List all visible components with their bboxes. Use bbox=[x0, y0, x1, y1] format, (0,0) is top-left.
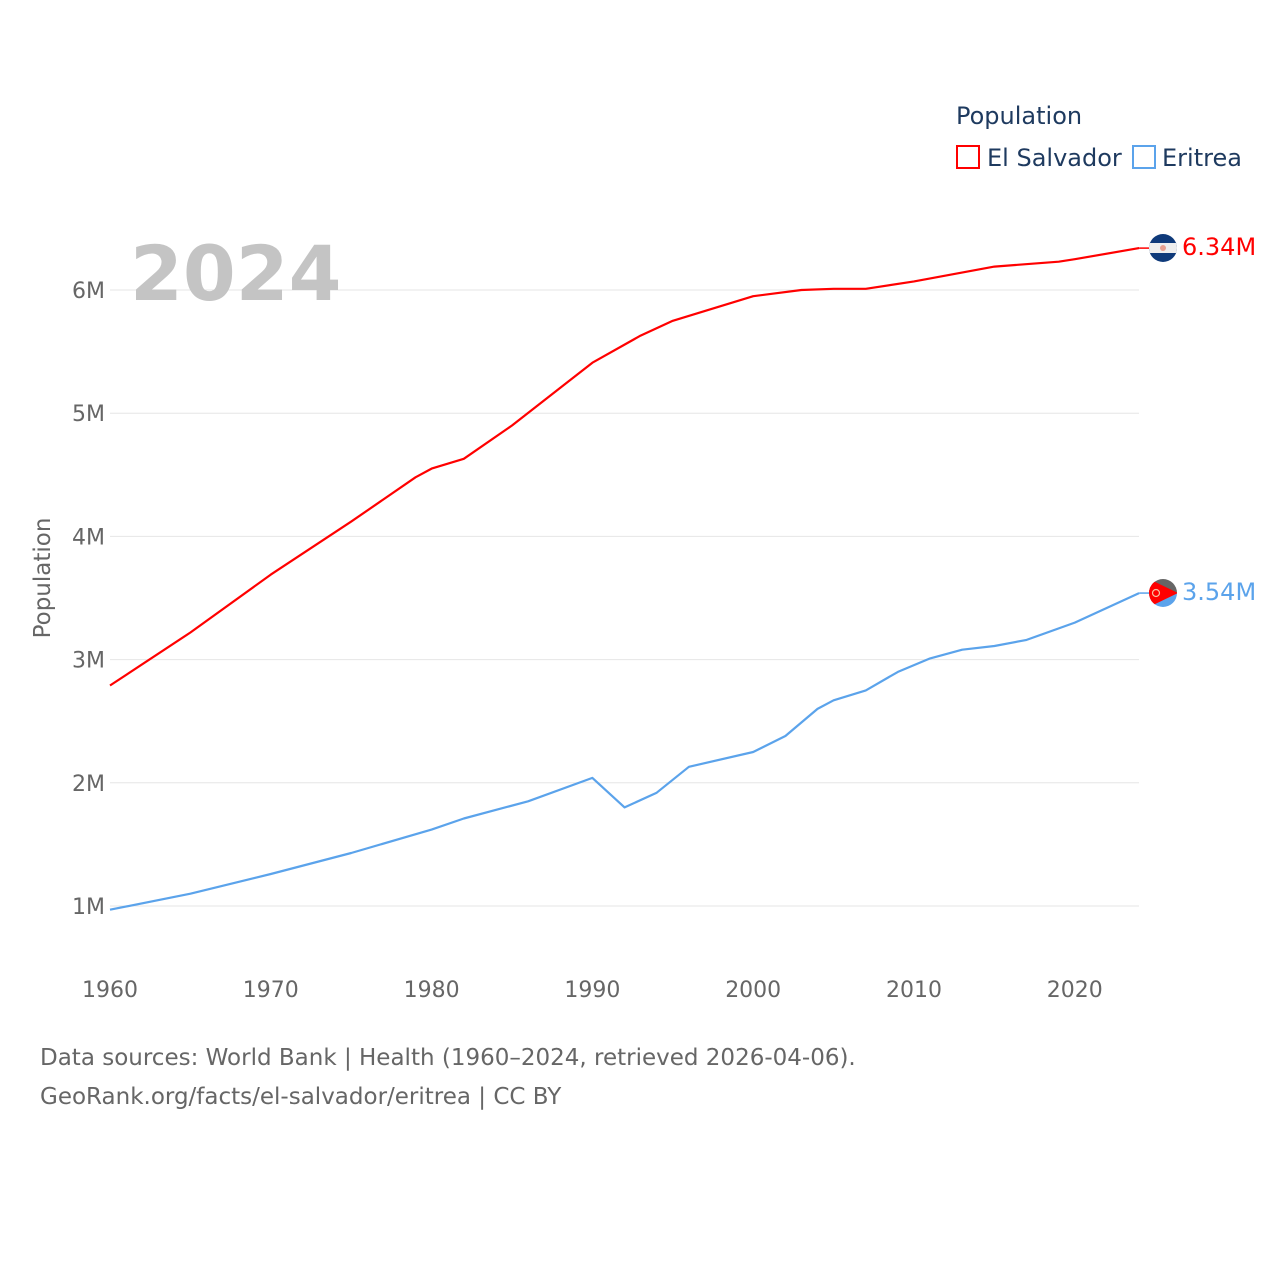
y-tick-label: 5M bbox=[72, 402, 105, 427]
x-tick-label: 2010 bbox=[886, 978, 942, 1003]
legend: Population El Salvador Eritrea bbox=[956, 102, 1242, 172]
y-tick-label: 6M bbox=[72, 279, 105, 304]
end-label-eritrea: 3.54M bbox=[1182, 578, 1256, 606]
end-label-el-salvador: 6.34M bbox=[1182, 233, 1256, 261]
flag-eritrea-icon bbox=[1149, 579, 1177, 607]
legend-label-eritrea[interactable]: Eritrea bbox=[1162, 144, 1242, 172]
x-tick-label: 2000 bbox=[725, 978, 781, 1003]
y-tick-label: 4M bbox=[72, 525, 105, 550]
legend-swatch-eritrea bbox=[1132, 145, 1156, 169]
footer-link[interactable]: GeoRank.org/facts/el-salvador/eritrea | … bbox=[40, 1084, 562, 1110]
x-axis-ticks: 1960 1970 1980 1990 2000 2010 2020 bbox=[82, 978, 1103, 1003]
y-tick-label: 3M bbox=[72, 649, 105, 674]
y-tick-label: 1M bbox=[72, 895, 105, 920]
gridlines bbox=[110, 289, 1139, 907]
flag-el-salvador-icon bbox=[1149, 234, 1177, 262]
footer-sources: Data sources: World Bank | Health (1960–… bbox=[40, 1045, 856, 1071]
series-lines bbox=[109, 247, 1150, 911]
legend-swatch-el-salvador bbox=[956, 145, 980, 169]
series-line-eritrea bbox=[109, 592, 1140, 911]
y-tick-label: 2M bbox=[72, 772, 105, 797]
x-tick-label: 2020 bbox=[1047, 978, 1103, 1003]
x-tick-label: 1990 bbox=[564, 978, 620, 1003]
x-tick-label: 1980 bbox=[404, 978, 460, 1003]
series-line-el-salvador bbox=[109, 247, 1140, 687]
year-watermark: 2024 bbox=[130, 229, 342, 318]
legend-label-el-salvador[interactable]: El Salvador bbox=[987, 144, 1122, 172]
y-axis-ticks: 1M 2M 3M 4M 5M 6M bbox=[72, 279, 105, 920]
y-axis-label: Population bbox=[30, 518, 56, 639]
x-tick-label: 1970 bbox=[243, 978, 299, 1003]
legend-title: Population bbox=[956, 102, 1082, 130]
x-tick-label: 1960 bbox=[82, 978, 138, 1003]
